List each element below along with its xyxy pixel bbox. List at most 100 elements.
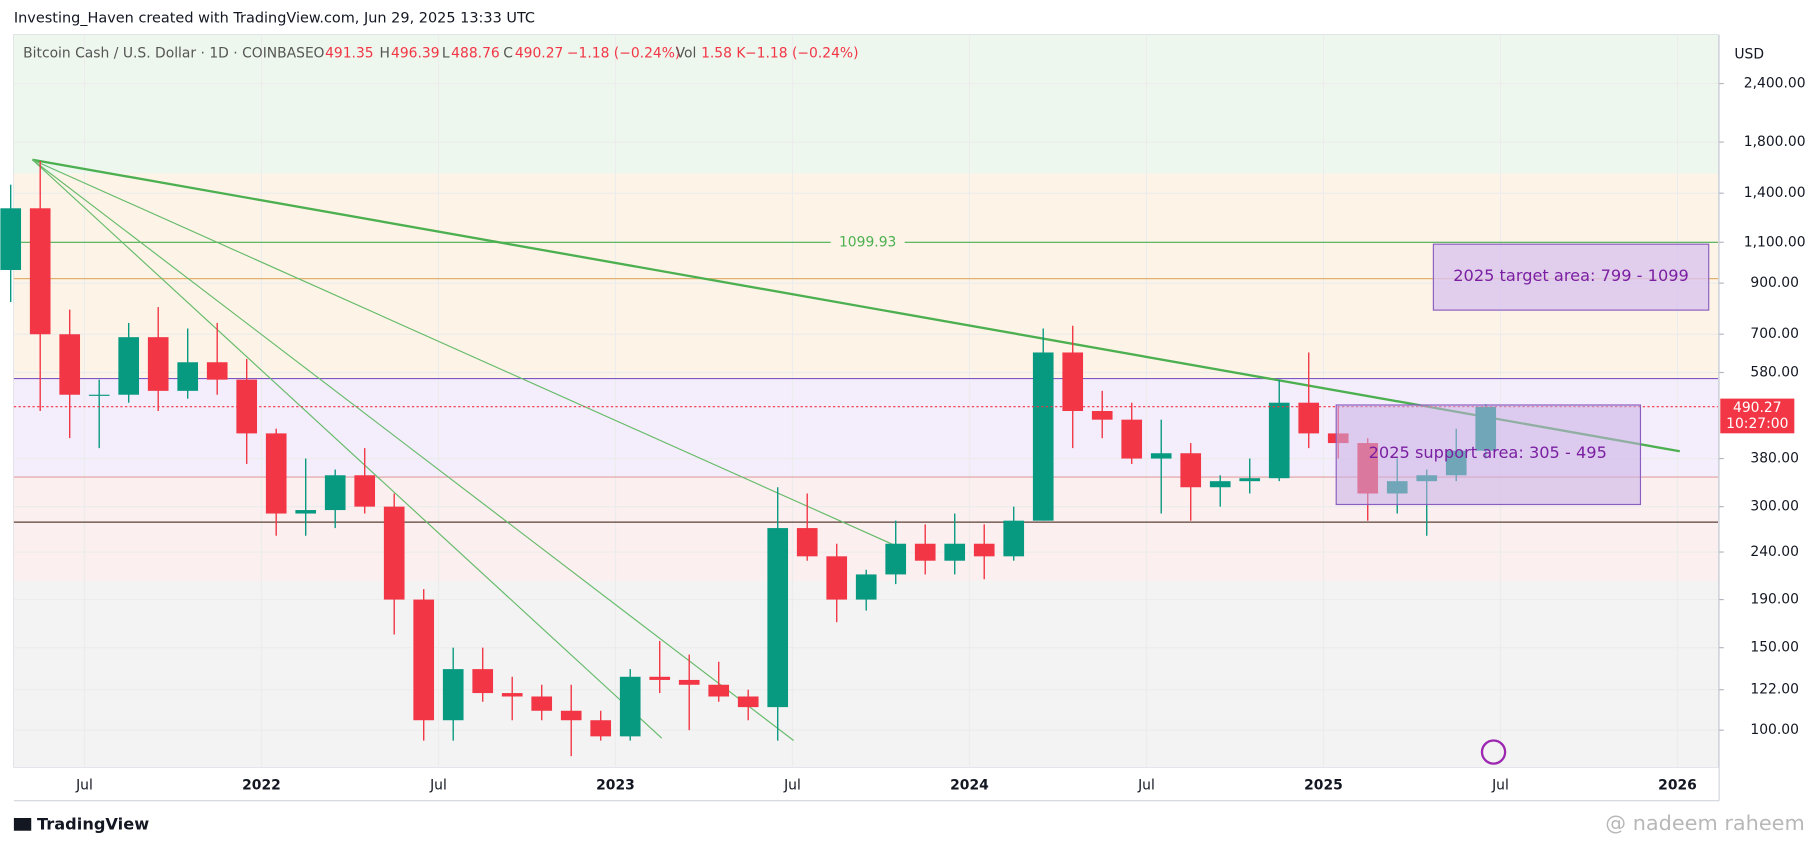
ohlc-value: 488.76 [451,45,500,61]
footer-logo [13,817,32,831]
y-tick-label: 1,400.00 [1744,185,1806,201]
currency-label: USD [1734,46,1764,62]
support-box [1335,404,1642,506]
x-tick-label: Jul [1491,778,1509,794]
vol-key: Vol [676,45,697,61]
candle-body [944,543,966,561]
y-tick-label: 1,800.00 [1744,134,1806,150]
candle-body [442,669,464,721]
x-tick-label: 2025 [1304,778,1343,794]
vol-value: 1.58 K [701,45,746,61]
candle-body [88,394,110,396]
ohlc-key: L [442,45,450,61]
candle-body [619,676,641,737]
logo [1480,739,1507,765]
candle-body [678,679,700,685]
y-tick-label: 150.00 [1750,640,1799,656]
x-tick-label: Jul [783,778,801,794]
candle-body [413,599,435,721]
y-tick-label: 380.00 [1750,451,1799,467]
target-label: 2025 target area: 799 - 1099 [1453,266,1689,285]
y-tick-label: 122.00 [1750,682,1799,698]
candle-body [324,475,346,511]
candle-body [1209,481,1231,488]
candle-body [295,510,317,514]
candle-body [177,362,199,391]
trend-line [32,159,663,739]
candle-body [1268,402,1290,479]
legend-line: Bitcoin Cash / U.S. Dollar · 1D · COINBA… [23,45,858,61]
candle-body [914,543,936,561]
last-price-tag [1720,398,1795,434]
symbol: Bitcoin Cash / U.S. Dollar · 1D · COINBA… [23,45,314,61]
x-tick-label: Jul [75,778,93,794]
candle-body [206,362,228,380]
y-tick-label: 190.00 [1750,592,1799,608]
ohlc-value: 490.27 [515,45,564,61]
candle-body [118,337,140,395]
candle-body [383,506,405,600]
ohlc-value: 496.39 [391,45,440,61]
candle-body [147,337,169,391]
ohlc-key: H [379,45,389,61]
target-box [1432,243,1710,311]
x-tick-label: 2022 [242,778,281,794]
plot-frame [13,34,1719,768]
y-tick-label: 300.00 [1750,499,1799,515]
candle-body [590,720,612,737]
y-tick-label: 2,400.00 [1744,76,1806,92]
candle-body [1239,478,1261,482]
ohlc-key: O [314,45,325,61]
candle-body [29,208,51,335]
trend-line [32,158,1681,453]
trend-line [32,159,794,741]
candle-body [560,710,582,721]
trend-lines [32,158,1681,741]
candle-body [973,543,995,557]
y-tick-label: 700.00 [1750,326,1799,342]
candle-body [501,693,523,697]
candle-body [767,528,789,708]
candle-body [796,528,818,557]
x-tick-label: 2024 [950,778,989,794]
vol-change: −1.18 (−0.24%) [745,45,858,61]
ohlc-value: 491.35 [325,45,374,61]
level-label: 1099.93 [839,234,896,250]
candle-body [354,475,376,507]
x-axis: Jul 2022 Jul 2023 Jul 2024 Jul 2025 Jul 2026 [75,778,1697,794]
candle-body [649,676,671,680]
candle-body [1032,352,1054,521]
annotation-boxes: 2025 target area: 799 - 1099 2025 suppor… [1335,243,1710,506]
candle-body [59,334,81,395]
candle-body [855,574,877,600]
y-axis: 100.00 122.00 150.00 190.00 240.00 300.00 380.… [1719,76,1806,738]
x-tick-label: 2026 [1658,778,1697,794]
change: −1.18 (−0.24%) [567,45,680,61]
candle-body [1091,411,1113,420]
candle-body [0,208,22,270]
logo-icon [1480,739,1507,765]
y-tick-label: 1,100.00 [1744,234,1806,250]
attribution: Investing_Haven created with TradingView… [14,11,535,27]
candle-body [826,556,848,600]
x-tick-label: Jul [1137,778,1155,794]
candle-body [1003,520,1025,557]
level-label-bg [830,233,905,252]
candles [0,161,1718,757]
last-price-label: 490.27 [1733,400,1782,416]
candle-body [1121,419,1143,459]
candle-body [1150,453,1172,459]
zone-band [13,34,1718,174]
candle-body [1062,352,1084,412]
candle-body [472,669,494,694]
countdown-label: 10:27:00 [1726,416,1788,432]
candle-body [885,543,907,575]
y-tick-label: 900.00 [1750,275,1799,291]
candle-body [265,433,287,514]
candle-body [737,696,759,708]
zone-band [13,580,1718,768]
candle-body [1298,402,1320,434]
candle-body [708,684,730,697]
candle-body [1180,453,1202,488]
